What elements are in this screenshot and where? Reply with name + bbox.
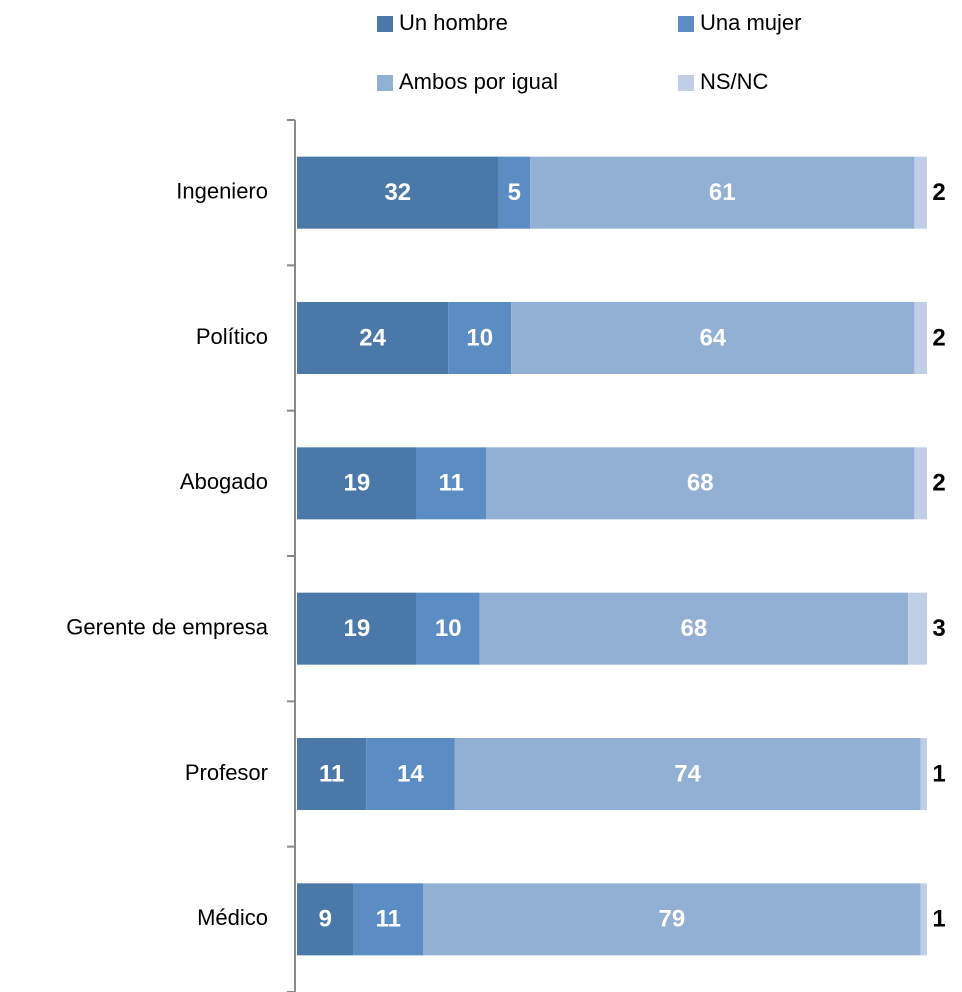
bar-segment: [416, 592, 480, 665]
value-label: 68: [681, 615, 708, 642]
bar-segment: [511, 302, 915, 374]
bar-segment: [416, 447, 486, 520]
bar-segment: [920, 883, 927, 956]
category-label: Abogado: [180, 469, 268, 494]
value-label: 32: [384, 179, 411, 206]
category-label: Médico: [197, 905, 268, 930]
value-label: 68: [687, 470, 714, 497]
category-label: Profesor: [185, 760, 268, 785]
legend-label: Ambos por igual: [399, 69, 558, 94]
bar-segment: [920, 738, 927, 810]
bar-segment: [353, 883, 423, 956]
legend-label: Una mujer: [700, 10, 801, 35]
value-label: 5: [508, 179, 521, 206]
bar-segment: [486, 447, 915, 520]
value-label: 1: [932, 760, 945, 787]
legend-swatch: [678, 75, 694, 91]
bar-segment: [297, 738, 367, 810]
value-label: 2: [932, 324, 945, 351]
value-label: 14: [397, 760, 424, 787]
category-label: Gerente de empresa: [66, 614, 269, 639]
value-label: 2: [932, 179, 945, 206]
value-label: 19: [343, 615, 370, 642]
bar-segment: [498, 156, 531, 229]
bar-segment: [297, 883, 354, 956]
bar-segment: [908, 592, 927, 665]
bar-segment: [423, 883, 921, 956]
bar-segment: [914, 302, 927, 374]
value-label: 1: [932, 906, 945, 933]
value-label: 11: [439, 470, 464, 497]
legend-swatch: [377, 75, 393, 91]
value-label: 2: [932, 470, 945, 497]
value-label: 3: [932, 615, 945, 642]
category-label: Ingeniero: [176, 178, 268, 203]
value-label: 61: [709, 179, 736, 206]
bar-segment: [454, 738, 921, 810]
legend-label: Un hombre: [399, 10, 508, 35]
bar-segment: [297, 302, 449, 374]
value-label: 74: [674, 760, 701, 787]
value-label: 64: [699, 324, 726, 351]
bar-segment: [914, 447, 927, 520]
bar-segment: [530, 156, 915, 229]
bar-segment: [297, 156, 499, 229]
legend-swatch: [678, 16, 694, 32]
bar-segment: [914, 156, 927, 229]
value-label: 10: [466, 324, 493, 351]
value-label: 19: [343, 470, 370, 497]
legend-label: NS/NC: [700, 69, 769, 94]
value-label: 10: [435, 615, 462, 642]
value-label: 79: [658, 906, 685, 933]
value-label: 11: [319, 760, 344, 787]
category-label: Político: [196, 324, 268, 349]
bar-segment: [448, 302, 512, 374]
bar-segment: [479, 592, 909, 665]
value-label: 24: [359, 324, 386, 351]
legend-swatch: [377, 16, 393, 32]
value-label: 11: [376, 906, 401, 933]
bar-segment: [297, 592, 417, 665]
value-label: 9: [319, 906, 332, 933]
bar-segment: [297, 447, 417, 520]
bar-segment: [366, 738, 455, 810]
